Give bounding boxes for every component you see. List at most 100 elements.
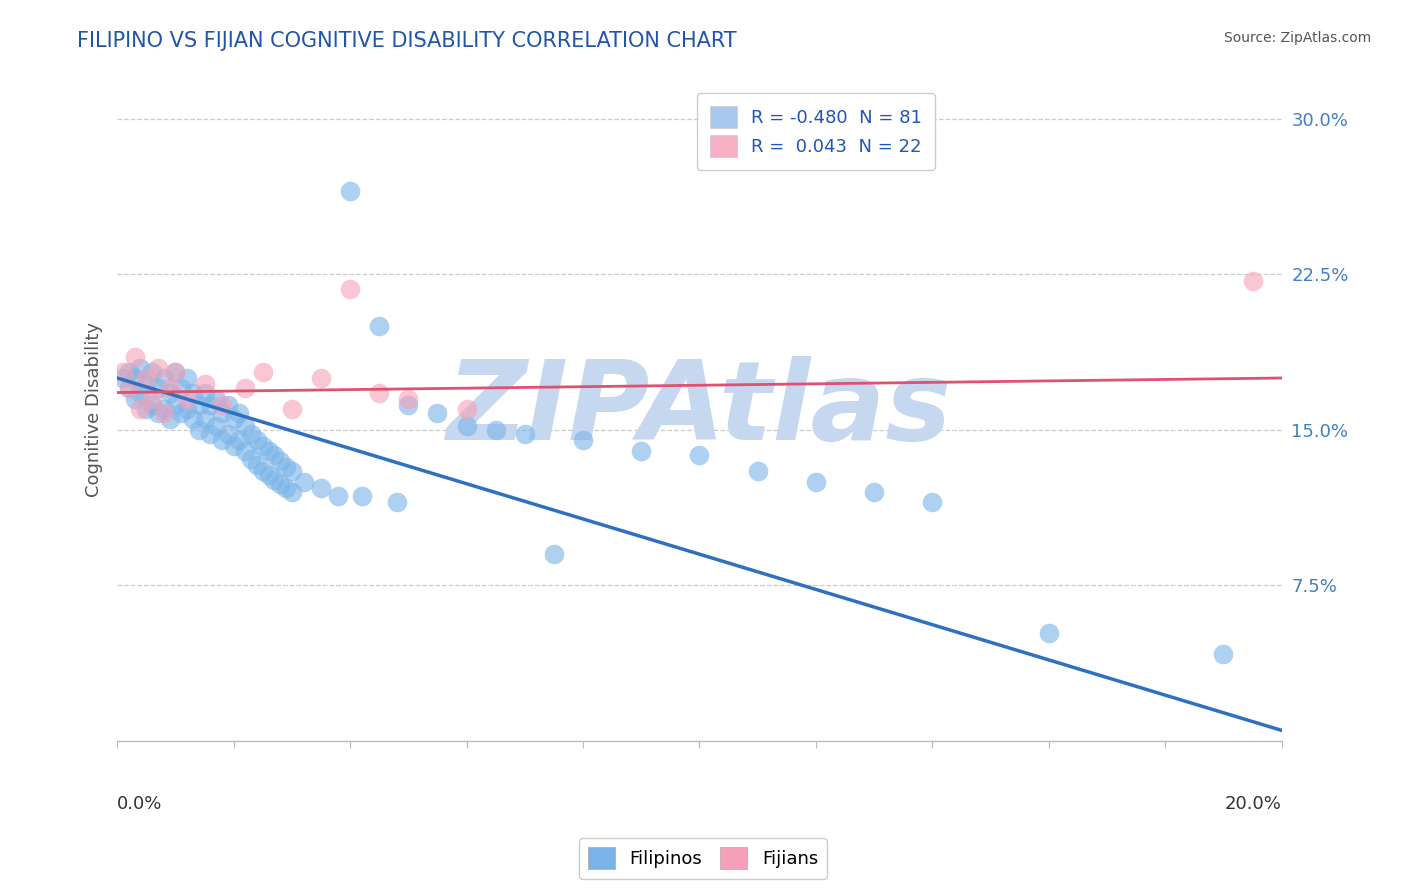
Point	[146, 406, 169, 420]
Point	[170, 381, 193, 395]
Point	[217, 427, 239, 442]
Point	[233, 443, 256, 458]
Point	[118, 365, 141, 379]
Point	[233, 381, 256, 395]
Point	[200, 427, 222, 442]
Point	[688, 448, 710, 462]
Point	[159, 381, 181, 395]
Point	[252, 464, 274, 478]
Point	[396, 398, 419, 412]
Point	[513, 427, 536, 442]
Point	[252, 365, 274, 379]
Point	[456, 418, 478, 433]
Point	[170, 406, 193, 420]
Point	[921, 495, 943, 509]
Point	[211, 433, 233, 447]
Point	[165, 365, 187, 379]
Point	[187, 423, 209, 437]
Point	[630, 443, 652, 458]
Point	[228, 406, 250, 420]
Point	[246, 433, 269, 447]
Point	[211, 398, 233, 412]
Point	[1241, 274, 1264, 288]
Point	[1212, 647, 1234, 661]
Point	[165, 365, 187, 379]
Point	[217, 398, 239, 412]
Point	[572, 433, 595, 447]
Point	[281, 464, 304, 478]
Point	[222, 412, 245, 426]
Point	[141, 392, 163, 406]
Point	[176, 392, 198, 406]
Point	[176, 371, 198, 385]
Point	[269, 454, 291, 468]
Text: ZIPAtlas: ZIPAtlas	[447, 356, 952, 463]
Point	[863, 485, 886, 500]
Point	[263, 473, 285, 487]
Point	[350, 489, 373, 503]
Point	[152, 371, 174, 385]
Point	[124, 371, 146, 385]
Legend: Filipinos, Fijians: Filipinos, Fijians	[579, 838, 827, 879]
Point	[228, 433, 250, 447]
Point	[141, 398, 163, 412]
Point	[426, 406, 449, 420]
Point	[257, 443, 280, 458]
Text: 0.0%: 0.0%	[117, 795, 163, 813]
Point	[368, 385, 391, 400]
Point	[129, 402, 152, 417]
Point	[339, 185, 361, 199]
Y-axis label: Cognitive Disability: Cognitive Disability	[86, 322, 103, 497]
Legend: R = -0.480  N = 81, R =  0.043  N = 22: R = -0.480 N = 81, R = 0.043 N = 22	[697, 93, 935, 169]
Point	[187, 398, 209, 412]
Point	[339, 282, 361, 296]
Point	[309, 481, 332, 495]
Point	[159, 412, 181, 426]
Point	[141, 365, 163, 379]
Point	[124, 351, 146, 365]
Point	[274, 481, 297, 495]
Point	[152, 406, 174, 420]
Point	[181, 412, 204, 426]
Point	[205, 418, 228, 433]
Point	[804, 475, 827, 489]
Point	[146, 381, 169, 395]
Point	[193, 412, 215, 426]
Point	[263, 448, 285, 462]
Point	[111, 365, 134, 379]
Point	[240, 427, 263, 442]
Point	[193, 377, 215, 392]
Point	[328, 489, 350, 503]
Point	[129, 360, 152, 375]
Point	[129, 385, 152, 400]
Point	[135, 371, 157, 385]
Point	[309, 371, 332, 385]
Point	[159, 385, 181, 400]
Point	[485, 423, 508, 437]
Point	[111, 371, 134, 385]
Point	[252, 439, 274, 453]
Point	[135, 402, 157, 417]
Point	[135, 377, 157, 392]
Point	[118, 381, 141, 395]
Point	[118, 381, 141, 395]
Point	[193, 385, 215, 400]
Point	[211, 406, 233, 420]
Point	[456, 402, 478, 417]
Point	[176, 402, 198, 417]
Point	[124, 392, 146, 406]
Point	[747, 464, 769, 478]
Point	[205, 392, 228, 406]
Point	[368, 319, 391, 334]
Point	[274, 460, 297, 475]
Point	[246, 458, 269, 472]
Point	[152, 402, 174, 417]
Point	[292, 475, 315, 489]
Point	[222, 439, 245, 453]
Point	[1038, 626, 1060, 640]
Point	[200, 398, 222, 412]
Point	[146, 360, 169, 375]
Text: Source: ZipAtlas.com: Source: ZipAtlas.com	[1223, 31, 1371, 45]
Point	[543, 547, 565, 561]
Point	[240, 451, 263, 466]
